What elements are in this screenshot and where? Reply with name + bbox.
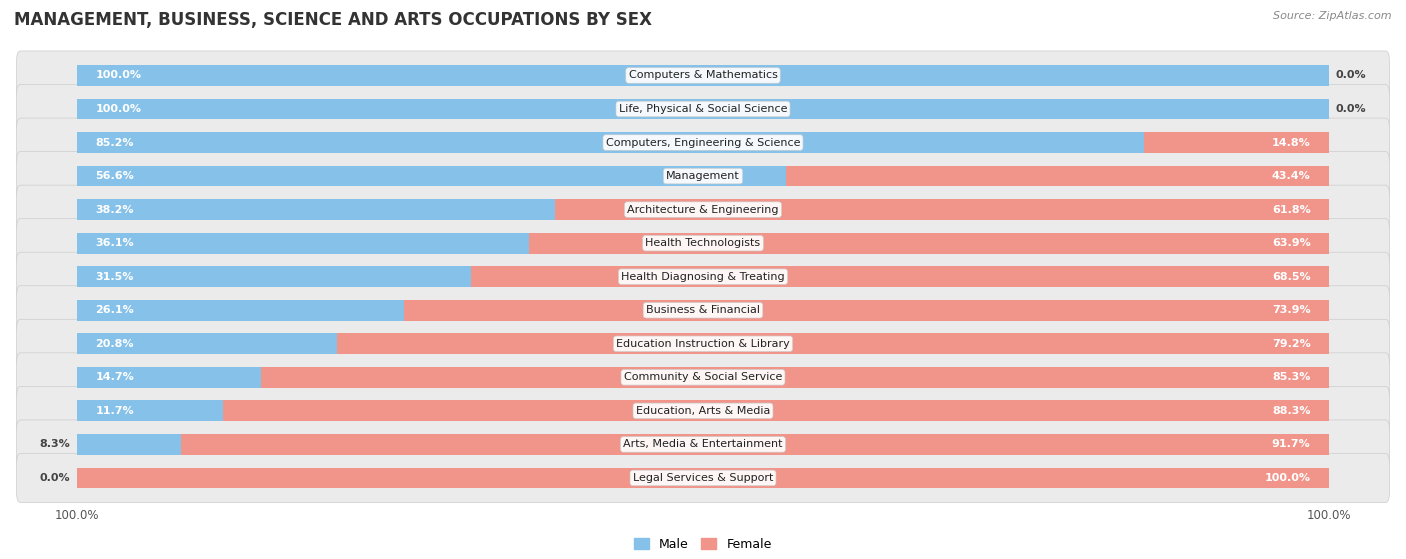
Bar [77,400,224,421]
Text: 8.3%: 8.3% [39,439,70,449]
Text: 79.2%: 79.2% [1272,339,1310,349]
Text: Community & Social Service: Community & Social Service [624,372,782,382]
Bar [1144,132,1329,153]
Text: 11.7%: 11.7% [96,406,134,416]
Text: 0.0%: 0.0% [1336,104,1367,114]
FancyBboxPatch shape [17,353,1389,402]
FancyBboxPatch shape [17,118,1389,167]
Bar [180,434,1329,455]
Text: 100.0%: 100.0% [96,104,142,114]
Bar [77,65,1329,86]
Bar [77,132,1144,153]
Text: 100.0%: 100.0% [96,70,142,80]
Text: Education Instruction & Library: Education Instruction & Library [616,339,790,349]
Text: 56.6%: 56.6% [96,171,134,181]
FancyBboxPatch shape [17,420,1389,469]
Bar [77,233,529,254]
Bar [555,199,1329,220]
Text: 36.1%: 36.1% [96,238,134,248]
Bar [77,266,471,287]
Bar [262,367,1329,388]
Text: 0.0%: 0.0% [39,473,70,483]
Text: Computers, Engineering & Science: Computers, Engineering & Science [606,138,800,148]
Bar [77,98,1329,120]
Text: Management: Management [666,171,740,181]
FancyBboxPatch shape [17,84,1389,134]
Bar [77,467,1329,489]
Text: 0.0%: 0.0% [1336,70,1367,80]
Text: 100.0%: 100.0% [1264,473,1310,483]
Text: 14.8%: 14.8% [1272,138,1310,148]
Text: 20.8%: 20.8% [96,339,134,349]
Text: 43.4%: 43.4% [1272,171,1310,181]
FancyBboxPatch shape [17,386,1389,435]
Text: Computers & Mathematics: Computers & Mathematics [628,70,778,80]
Text: 61.8%: 61.8% [1272,205,1310,215]
Text: 88.3%: 88.3% [1272,406,1310,416]
Bar [77,434,180,455]
Text: Education, Arts & Media: Education, Arts & Media [636,406,770,416]
FancyBboxPatch shape [17,319,1389,368]
Bar [786,165,1329,187]
Text: Life, Physical & Social Science: Life, Physical & Social Science [619,104,787,114]
FancyBboxPatch shape [17,286,1389,335]
Text: Legal Services & Support: Legal Services & Support [633,473,773,483]
Bar [404,300,1329,321]
Text: Source: ZipAtlas.com: Source: ZipAtlas.com [1274,11,1392,21]
Bar [77,165,786,187]
FancyBboxPatch shape [17,151,1389,201]
Bar [77,300,404,321]
Bar [77,199,555,220]
Text: 68.5%: 68.5% [1272,272,1310,282]
FancyBboxPatch shape [17,252,1389,301]
Text: 91.7%: 91.7% [1272,439,1310,449]
FancyBboxPatch shape [17,453,1389,503]
Bar [529,233,1329,254]
Bar [77,367,262,388]
Text: Architecture & Engineering: Architecture & Engineering [627,205,779,215]
Legend: Male, Female: Male, Female [630,533,776,556]
Text: 63.9%: 63.9% [1272,238,1310,248]
Text: 85.2%: 85.2% [96,138,134,148]
Text: Arts, Media & Entertainment: Arts, Media & Entertainment [623,439,783,449]
Text: 73.9%: 73.9% [1272,305,1310,315]
FancyBboxPatch shape [17,185,1389,234]
Bar [337,333,1329,354]
Text: 14.7%: 14.7% [96,372,134,382]
FancyBboxPatch shape [17,51,1389,100]
Text: 31.5%: 31.5% [96,272,134,282]
Text: 26.1%: 26.1% [96,305,134,315]
Text: Business & Financial: Business & Financial [645,305,761,315]
Text: MANAGEMENT, BUSINESS, SCIENCE AND ARTS OCCUPATIONS BY SEX: MANAGEMENT, BUSINESS, SCIENCE AND ARTS O… [14,11,652,29]
Bar [224,400,1329,421]
FancyBboxPatch shape [17,219,1389,268]
Bar [471,266,1329,287]
Text: Health Diagnosing & Treating: Health Diagnosing & Treating [621,272,785,282]
Text: Health Technologists: Health Technologists [645,238,761,248]
Text: 85.3%: 85.3% [1272,372,1310,382]
Text: 38.2%: 38.2% [96,205,134,215]
Bar [77,333,337,354]
